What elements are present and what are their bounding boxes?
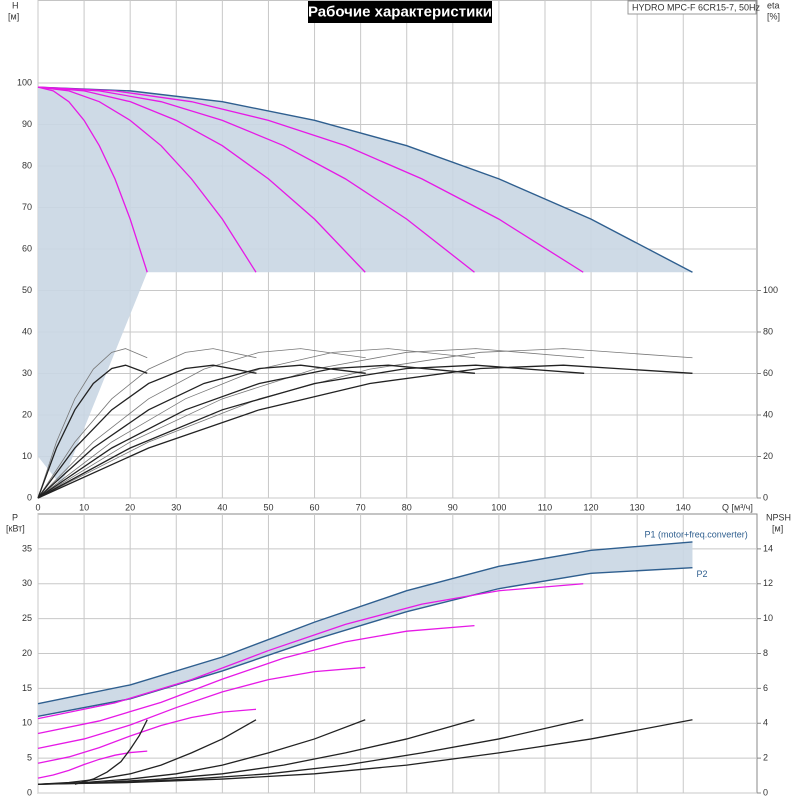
y-axis-unit: [кВт] — [6, 523, 25, 533]
y-tick-label: 10 — [22, 718, 32, 728]
curve — [37, 364, 475, 499]
curve — [37, 719, 366, 785]
curve — [37, 86, 693, 273]
x-tick-label: 10 — [79, 502, 89, 512]
y2-tick-label: 40 — [763, 409, 773, 419]
curve — [37, 364, 585, 499]
operating-area — [38, 87, 693, 486]
y-tick-label: 0 — [27, 492, 32, 502]
x-tick-label: 130 — [630, 502, 645, 512]
curve — [74, 719, 148, 785]
y-tick-label: 20 — [22, 648, 32, 658]
y-tick-label: 15 — [22, 683, 32, 693]
y-tick-label: 60 — [22, 243, 32, 253]
fill-layer — [38, 87, 693, 717]
y-tick-label: 20 — [22, 409, 32, 419]
curve — [37, 364, 366, 499]
y-tick-label: 30 — [22, 368, 32, 378]
y-tick-label: 35 — [22, 543, 32, 553]
curve — [37, 86, 366, 273]
corner-label: HYDRO MPC-F 6CR15-7, 50Hz — [632, 2, 761, 12]
y2-tick-label: 4 — [763, 718, 768, 728]
curve — [37, 348, 585, 499]
y2-tick-label: 80 — [763, 326, 773, 336]
chart-title: Рабочие характеристики — [308, 3, 492, 20]
curve — [37, 719, 475, 785]
y2-tick-label: 0 — [763, 492, 768, 502]
curve — [37, 624, 475, 735]
curve — [37, 348, 366, 499]
x-tick-label: 40 — [217, 502, 227, 512]
x-tick-label: 100 — [491, 502, 506, 512]
curve — [37, 364, 257, 499]
y2-tick-label: 20 — [763, 451, 773, 461]
y-axis-label: P — [12, 512, 18, 522]
curve-label: P1 (motor+freq.converter) — [644, 529, 747, 539]
plot-layer: 0 10 20 30 40 50 60 70 80 90 100 110 120 130 140010203… — [17, 0, 778, 797]
x-tick-label: 50 — [263, 502, 273, 512]
y2-tick-label: 0 — [763, 787, 768, 797]
y-tick-label: 40 — [22, 326, 32, 336]
title-box — [308, 1, 492, 23]
y2-axis-unit: [м] — [772, 523, 783, 533]
curve — [37, 348, 148, 499]
y2-axis-label: eta — [767, 0, 780, 10]
x-tick-label: 80 — [402, 502, 412, 512]
curve — [37, 348, 257, 499]
y-tick-label: 50 — [22, 285, 32, 295]
y2-tick-label: 8 — [763, 648, 768, 658]
curve-label: P2 — [696, 569, 707, 579]
y2-tick-label: 10 — [763, 613, 773, 623]
y-tick-label: 90 — [22, 119, 32, 129]
y-axis-unit: [м] — [8, 11, 19, 21]
y-tick-label: 70 — [22, 202, 32, 212]
curve — [37, 364, 148, 499]
curve — [37, 583, 584, 720]
y2-tick-label: 100 — [763, 285, 778, 295]
x-tick-label: 120 — [584, 502, 599, 512]
y-tick-label: 0 — [27, 787, 32, 797]
curve — [37, 708, 257, 764]
y2-tick-label: 12 — [763, 578, 773, 588]
curve — [37, 364, 693, 499]
curve — [37, 719, 257, 785]
y-tick-label: 80 — [22, 160, 32, 170]
y2-tick-label: 14 — [763, 543, 773, 553]
x-tick-label: 60 — [310, 502, 320, 512]
curve — [37, 719, 693, 785]
curve — [37, 86, 475, 273]
x-tick-label: 20 — [125, 502, 135, 512]
x-tick-label: 70 — [356, 502, 366, 512]
y2-tick-label: 60 — [763, 368, 773, 378]
x-tick-label: 30 — [171, 502, 181, 512]
power-band — [38, 541, 693, 717]
curve — [37, 348, 693, 499]
curve — [37, 86, 584, 273]
corner-box — [627, 0, 757, 15]
curve — [37, 86, 148, 273]
x-axis-label: Q [м³/ч] — [722, 502, 753, 512]
x-tick-label: 140 — [676, 502, 691, 512]
curve — [37, 541, 693, 705]
y-tick-label: 5 — [27, 753, 32, 763]
y2-axis-label: NPSH — [766, 512, 791, 522]
y-tick-label: 30 — [22, 578, 32, 588]
x-tick-label: 0 — [35, 502, 40, 512]
y-tick-label: 10 — [22, 451, 32, 461]
y-tick-label: 25 — [22, 613, 32, 623]
y2-tick-label: 2 — [763, 753, 768, 763]
curve — [37, 666, 366, 749]
y-axis-label: H — [12, 0, 19, 10]
x-tick-label: 90 — [448, 502, 458, 512]
y2-axis-unit: [%] — [767, 11, 780, 21]
x-tick-label: 110 — [538, 502, 552, 512]
curve — [37, 86, 257, 273]
y-tick-label: 100 — [17, 77, 32, 87]
y2-tick-label: 6 — [763, 683, 768, 693]
line-layer — [37, 86, 693, 785]
